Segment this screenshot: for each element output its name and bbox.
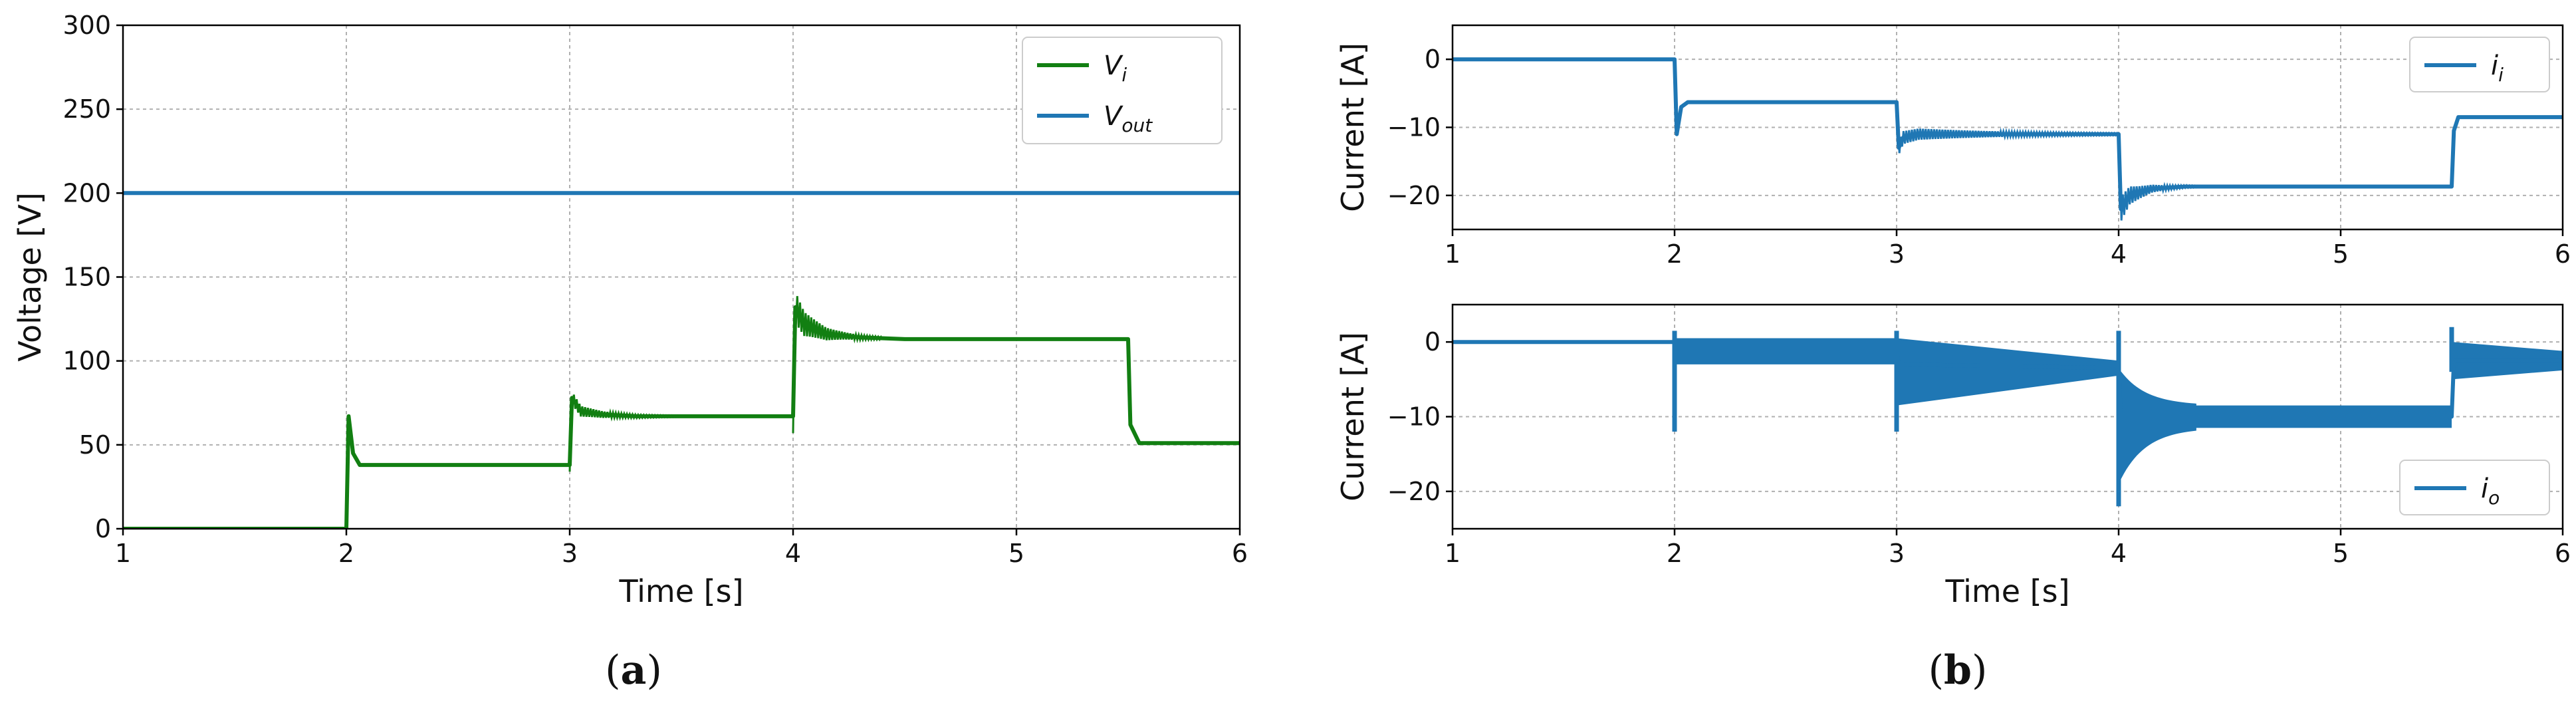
panel-caption: (b) <box>1929 647 1988 694</box>
x-axis-label: Time [s] <box>1944 573 2069 609</box>
x-tick-label: 5 <box>1008 539 1024 568</box>
oscillation <box>1895 108 2120 154</box>
x-tick-label: 4 <box>2111 239 2127 269</box>
x-tick-label: 4 <box>2111 539 2127 568</box>
x-tick-label: 1 <box>115 539 131 568</box>
chart-b-bottom: 1 2 3 4 5 6 −20 −10 0 Current [A] Time [s] io (b) <box>1335 303 2571 694</box>
x-tick-label: 1 <box>1445 539 1461 568</box>
y-tick-label: 150 <box>62 263 111 292</box>
y-tick-label: 200 <box>62 178 111 208</box>
y-tick-label: 0 <box>1425 327 1441 356</box>
y-axis-label: Current [A] <box>1335 332 1371 501</box>
x-tick-label: 6 <box>2555 239 2571 269</box>
legend-box <box>2409 37 2550 92</box>
legend: io <box>2399 460 2550 515</box>
oscillation <box>568 394 682 472</box>
y-tick-label: 250 <box>62 94 111 124</box>
series-V-i <box>123 296 1240 529</box>
y-tick-label: 300 <box>62 11 111 40</box>
plot-area <box>1453 327 2563 507</box>
y-tick-label: −10 <box>1387 113 1441 142</box>
oscillation <box>2117 148 2208 221</box>
plot-area <box>1453 57 2563 221</box>
x-tick-label: 6 <box>2555 539 2571 568</box>
y-axis-label: Voltage [V] <box>12 192 48 362</box>
chart-a: 1 2 3 4 5 6 0 50 100 150 200 250 300 Voltage [V] Time … <box>12 11 1248 694</box>
x-tick-label: 1 <box>1445 239 1461 269</box>
legend: ii <box>2409 37 2550 92</box>
x-axis-label: Time [s] <box>618 573 743 609</box>
x-tick-label: 6 <box>1232 539 1248 568</box>
plot-area <box>123 191 1240 529</box>
x-tick-label: 2 <box>1667 239 1683 269</box>
series-line <box>123 305 1240 529</box>
oscillation-band <box>1897 338 2119 406</box>
oscillation <box>792 296 883 434</box>
legend-box <box>2399 460 2550 515</box>
y-axis-label: Current [A] <box>1335 43 1371 212</box>
x-tick-label: 2 <box>1667 539 1683 568</box>
panel-caption: (a) <box>605 647 662 694</box>
x-tick-label: 4 <box>785 539 801 568</box>
series-i-o <box>1453 327 2563 507</box>
y-tick-label: 0 <box>95 514 111 543</box>
transient-envelope <box>2119 368 2196 484</box>
y-tick-label: −20 <box>1387 181 1441 210</box>
y-tick-label: −20 <box>1387 477 1441 506</box>
chart-b-top: 1 2 3 4 5 6 −20 −10 0 Current [A] ii <box>1335 24 2571 269</box>
x-tick-label: 5 <box>2333 239 2349 269</box>
x-tick-label: 3 <box>562 539 578 568</box>
y-tick-label: −10 <box>1387 402 1441 432</box>
x-tick-label: 2 <box>338 539 354 568</box>
y-tick-label: 100 <box>62 347 111 376</box>
series-i-i <box>1453 57 2563 221</box>
y-tick-label: 0 <box>1425 45 1441 74</box>
x-tick-label: 3 <box>1889 539 1905 568</box>
x-tick-label: 3 <box>1889 239 1905 269</box>
x-tick-label: 5 <box>2333 539 2349 568</box>
y-tick-label: 50 <box>79 430 111 460</box>
